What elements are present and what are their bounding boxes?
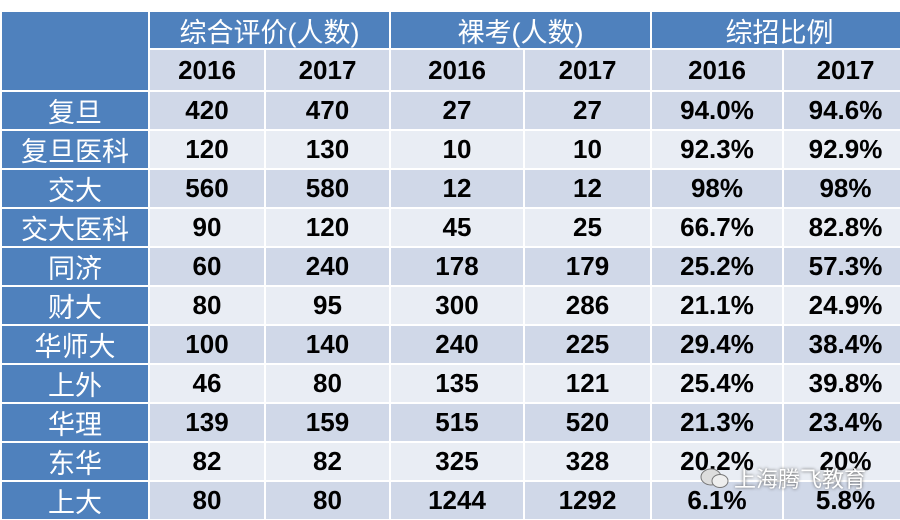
data-cell: 520: [525, 404, 650, 441]
data-cell: 120: [266, 209, 389, 246]
data-cell: 94.6%: [784, 92, 900, 129]
data-cell: 21.1%: [652, 287, 782, 324]
data-cell: 300: [391, 287, 523, 324]
data-cell: 25.2%: [652, 248, 782, 285]
data-cell: 1292: [525, 482, 650, 519]
data-cell: 10: [525, 131, 650, 168]
data-cell: 21.3%: [652, 404, 782, 441]
data-cell: 98%: [652, 170, 782, 207]
group-header: 裸考(人数): [391, 12, 650, 48]
data-cell: 80: [150, 287, 264, 324]
year-header: 2017: [266, 50, 389, 90]
data-cell: 27: [391, 92, 523, 129]
data-cell: 130: [266, 131, 389, 168]
data-cell: 80: [266, 482, 389, 519]
data-cell: 12: [391, 170, 523, 207]
row-header: 上大: [2, 482, 148, 519]
data-cell: 57.3%: [784, 248, 900, 285]
data-cell: 20%: [784, 443, 900, 480]
data-cell: 46: [150, 365, 264, 402]
data-cell: 140: [266, 326, 389, 363]
year-header: 2016: [652, 50, 782, 90]
row-header: 交大: [2, 170, 148, 207]
data-cell: 286: [525, 287, 650, 324]
row-header: 复旦: [2, 92, 148, 129]
row-header: 上外: [2, 365, 148, 402]
data-cell: 29.4%: [652, 326, 782, 363]
data-cell: 12: [525, 170, 650, 207]
data-cell: 240: [266, 248, 389, 285]
data-cell: 82: [150, 443, 264, 480]
watermark: 上海腾飞教育: [700, 462, 866, 494]
data-cell: 90: [150, 209, 264, 246]
data-cell: 6.1%: [652, 482, 782, 519]
data-cell: 80: [266, 365, 389, 402]
data-cell: 38.4%: [784, 326, 900, 363]
year-header: 2016: [391, 50, 523, 90]
corner-cell: [2, 12, 148, 90]
data-cell: 39.8%: [784, 365, 900, 402]
data-cell: 23.4%: [784, 404, 900, 441]
data-cell: 5.8%: [784, 482, 900, 519]
data-cell: 95: [266, 287, 389, 324]
data-cell: 139: [150, 404, 264, 441]
data-cell: 92.3%: [652, 131, 782, 168]
data-cell: 82: [266, 443, 389, 480]
data-cell: 121: [525, 365, 650, 402]
data-cell: 100: [150, 326, 264, 363]
data-cell: 25.4%: [652, 365, 782, 402]
data-cell: 94.0%: [652, 92, 782, 129]
row-header: 华师大: [2, 326, 148, 363]
year-header: 2017: [784, 50, 900, 90]
group-header: 综合评价(人数): [150, 12, 389, 48]
row-header: 交大医科: [2, 209, 148, 246]
data-cell: 82.8%: [784, 209, 900, 246]
row-header: 华理: [2, 404, 148, 441]
data-cell: 328: [525, 443, 650, 480]
row-header: 财大: [2, 287, 148, 324]
watermark-icon: [700, 468, 729, 488]
data-cell: 135: [391, 365, 523, 402]
data-cell: 178: [391, 248, 523, 285]
data-cell: 92.9%: [784, 131, 900, 168]
row-header: 同济: [2, 248, 148, 285]
data-cell: 325: [391, 443, 523, 480]
table: 综合评价(人数) 裸考(人数) 综招比例 2016 2017 2016 2017 2016 20…: [2, 12, 900, 519]
data-cell: 159: [266, 404, 389, 441]
data-cell: 80: [150, 482, 264, 519]
group-header: 综招比例: [652, 12, 900, 48]
data-cell: 25: [525, 209, 650, 246]
data-cell: 225: [525, 326, 650, 363]
row-header: 复旦医科: [2, 131, 148, 168]
data-cell: 98%: [784, 170, 900, 207]
row-header: 东华: [2, 443, 148, 480]
data-cell: 60: [150, 248, 264, 285]
watermark-text: 上海腾飞教育: [734, 467, 867, 492]
year-header: 2017: [525, 50, 650, 90]
year-header: 2016: [150, 50, 264, 90]
data-cell: 120: [150, 131, 264, 168]
data-cell: 1244: [391, 482, 523, 519]
data-cell: 515: [391, 404, 523, 441]
data-cell: 470: [266, 92, 389, 129]
data-cell: 66.7%: [652, 209, 782, 246]
data-cell: 179: [525, 248, 650, 285]
data-cell: 10: [391, 131, 523, 168]
data-cell: 27: [525, 92, 650, 129]
data-cell: 240: [391, 326, 523, 363]
data-cell: 45: [391, 209, 523, 246]
data-cell: 580: [266, 170, 389, 207]
data-cell: 560: [150, 170, 264, 207]
data-cell: 24.9%: [784, 287, 900, 324]
data-cell: 420: [150, 92, 264, 129]
